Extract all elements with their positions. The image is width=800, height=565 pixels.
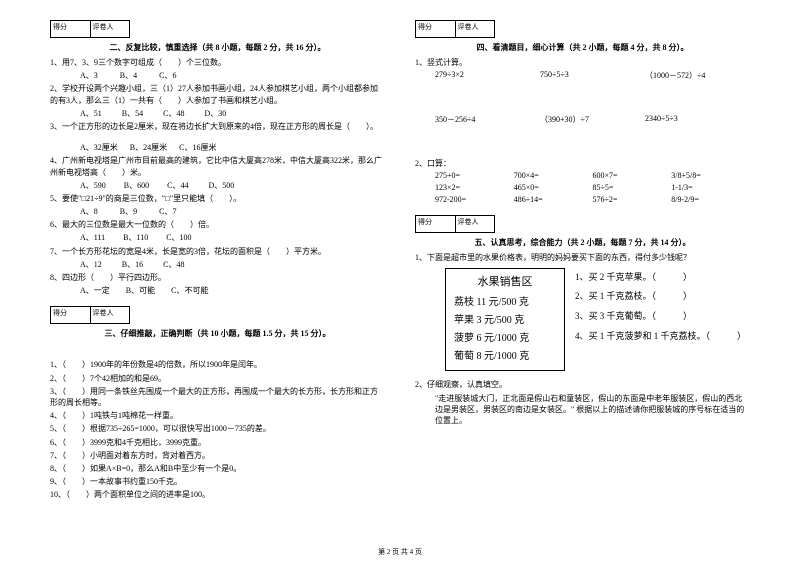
q2-5: 5、要使"□21÷9"的商是三位数，"□"里只能填（ ）。	[50, 193, 385, 204]
q2-2-choices: A、51 B、54 C、48 D、30	[50, 108, 385, 119]
q3-4: 4、（ ）1吨铁与1吨棉花一样重。	[50, 410, 385, 421]
calc: 279÷3×2	[435, 70, 540, 81]
q3-1: 1、（ ）1900年的年份数是4的倍数，所以1900年是闰年。	[50, 359, 385, 370]
fruit-box-title: 水果销售区	[454, 273, 556, 293]
grader-label: 评卷人	[91, 21, 130, 37]
q2-2: 2、学校开设两个兴趣小组，三（1）27人参加书画小组，24人参加棋艺小组，两个小…	[50, 83, 385, 105]
fruit-q1: 1、买 2 千克苹果。（ ）	[575, 268, 746, 288]
oral: 123×2=	[435, 183, 514, 192]
score-box-2: 得分 评卷人	[50, 20, 130, 38]
q2-3: 3、一个正方形的边长是2厘米，现在将边长扩大到原来的4倍，现在正方形的周长是（ …	[50, 121, 385, 132]
oral-row-1: 275+0= 700×4= 600×7= 3/8+5/8=	[415, 171, 750, 180]
oral: 3/8+5/8=	[671, 171, 750, 180]
q2-5-choices: A、8 B、9 C、7	[50, 206, 385, 217]
oral: 1-1/3=	[671, 183, 750, 192]
oral-row-3: 972-200= 486÷14= 576÷2= 8/9-2/9=	[415, 195, 750, 204]
fruit-price-box: 水果销售区 荔枝 11 元/500 克 苹果 3 元/500 克 菠萝 6 元/…	[445, 268, 565, 372]
fruit-row: 菠萝 6 元/1000 克	[454, 330, 556, 348]
oral: 486÷14=	[514, 195, 593, 204]
score-label: 得分	[416, 21, 456, 37]
oral: 85÷5=	[593, 183, 672, 192]
q3-10: 10、（ ）两个面积单位之间的进率是100。	[50, 489, 385, 500]
section-4-title: 四、看清题目，细心计算（共 2 小题，每题 4 分，共 8 分）。	[415, 42, 750, 53]
oral: 700×4=	[514, 171, 593, 180]
q2-8: 8、四边形（ ）平行四边形。	[50, 272, 385, 283]
fruit-q4: 4、买 1 千克菠萝和 1 千克荔枝。（ ）	[575, 327, 746, 347]
oral-row-2: 123×2= 465×0= 85÷5= 1-1/3=	[415, 183, 750, 192]
page-footer: 第 2 页 共 4 页	[0, 547, 800, 557]
fruit-questions: 1、买 2 千克苹果。（ ） 2、买 1 千克荔枝。（ ） 3、买 3 千克葡萄…	[575, 268, 746, 372]
q2-1-choices: A、3 B、4 C、6	[50, 70, 385, 81]
calc: 750÷5÷3	[540, 70, 645, 81]
score-box-4: 得分 评卷人	[415, 20, 495, 38]
left-column: 得分 评卷人 二、反复比较，慎重选择（共 8 小题，每题 2 分，共 16 分）…	[50, 20, 385, 540]
s4-p2: 2、口算：	[415, 158, 750, 169]
grader-label: 评卷人	[456, 216, 495, 232]
calc: （1000－572）÷4	[645, 70, 750, 81]
fruit-section: 水果销售区 荔枝 11 元/500 克 苹果 3 元/500 克 菠萝 6 元/…	[445, 268, 750, 372]
q3-2: 2、（ ）7个42相加的和是69。	[50, 373, 385, 384]
q2-8-choices: A、一定 B、可能 C、不可能	[50, 285, 385, 296]
calc: （390+30）÷7	[540, 114, 645, 125]
oral: 275+0=	[435, 171, 514, 180]
q3-6: 6、（ ）3999克和4千克相比，3999克重。	[50, 437, 385, 448]
oral: 600×7=	[593, 171, 672, 180]
score-label: 得分	[416, 216, 456, 232]
grader-label: 评卷人	[91, 307, 130, 323]
fruit-row: 苹果 3 元/500 克	[454, 312, 556, 330]
q2-6: 6、最大的三位数是最大一位数的（ ）倍。	[50, 219, 385, 230]
fruit-q2: 2、买 1 千克荔枝。（ ）	[575, 287, 746, 307]
s4-p1: 1、竖式计算。	[415, 57, 750, 68]
section-3-title: 三、仔细推敲，正确判断（共 10 小题，每题 1.5 分，共 15 分）。	[50, 328, 385, 339]
fruit-q3: 3、买 3 千克葡萄。（ ）	[575, 307, 746, 327]
q2-6-choices: A、111 B、110 C、100	[50, 232, 385, 243]
right-column: 得分 评卷人 四、看清题目，细心计算（共 2 小题，每题 4 分，共 8 分）。…	[415, 20, 750, 540]
fruit-row: 荔枝 11 元/500 克	[454, 294, 556, 312]
q2-3-choices: A、32厘米 B、24厘米 C、16厘米	[50, 142, 385, 153]
calc: 2340÷5÷3	[645, 114, 750, 125]
score-label: 得分	[51, 21, 91, 37]
score-box-5: 得分 评卷人	[415, 215, 495, 233]
calc-row-1: 279÷3×2 750÷5÷3 （1000－572）÷4	[415, 70, 750, 81]
q3-5: 5、（ ）根据735÷265=1000，可以很快写出1000－735的差。	[50, 423, 385, 434]
oral: 576÷2=	[593, 195, 672, 204]
q3-9: 9、（ ）一本故事书约重150千克。	[50, 476, 385, 487]
oral: 972-200=	[435, 195, 514, 204]
s5-p1: 1、下面是超市里的水果价格表，明明的妈妈要买下面的东西，得付多少钱呢？	[415, 252, 750, 263]
calc: 350－256÷4	[435, 114, 540, 125]
score-label: 得分	[51, 307, 91, 323]
score-box-3: 得分 评卷人	[50, 306, 130, 324]
q3-7: 7、（ ）小明面对着东方时，背对着西方。	[50, 450, 385, 461]
q2-7-choices: A、12 B、16 C、48	[50, 259, 385, 270]
oral: 8/9-2/9=	[671, 195, 750, 204]
s5-p2: 2、仔细观察，认真填空。	[415, 379, 750, 390]
q3-3: 3、（ ）用同一条铁丝先围成一个最大的正方形，再围成一个最大的长方形，长方形和正…	[50, 386, 385, 408]
q2-4: 4、广州新电视塔是广州市目前最高的建筑，它比中信大厦高278米，中信大厦高322…	[50, 155, 385, 177]
section-2-title: 二、反复比较，慎重选择（共 8 小题，每题 2 分，共 16 分）。	[50, 42, 385, 53]
q2-7: 7、一个长方形花坛的宽是4米，长是宽的3倍，花坛的面积是（ ）平方米。	[50, 246, 385, 257]
oral: 465×0=	[514, 183, 593, 192]
q3-8: 8、（ ）如果A×B=0，那么A和B中至少有一个是0。	[50, 463, 385, 474]
s5-p2-text: "走进服装城大门，正北面是假山石和童装区，假山的东面是中老年服装区，假山的西北边…	[415, 393, 750, 427]
fruit-row: 葡萄 8 元/1000 克	[454, 348, 556, 366]
grader-label: 评卷人	[456, 21, 495, 37]
q2-4-choices: A、590 B、600 C、44 D、500	[50, 180, 385, 191]
calc-row-2: 350－256÷4 （390+30）÷7 2340÷5÷3	[415, 114, 750, 125]
section-5-title: 五、认真思考，综合能力（共 2 小题，每题 7 分，共 14 分）。	[415, 237, 750, 248]
q2-1: 1、用7、3、9三个数字可组成（ ）个三位数。	[50, 57, 385, 68]
